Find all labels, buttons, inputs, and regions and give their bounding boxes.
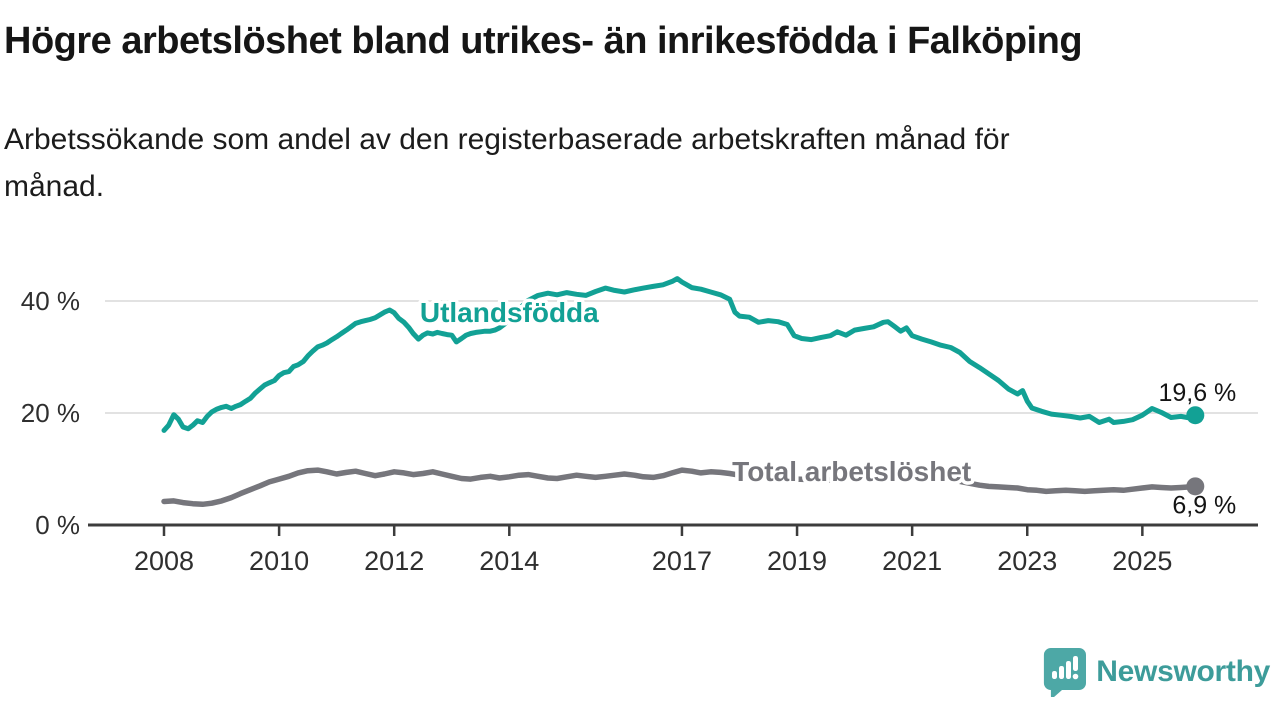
x-axis-label-2014: 2014 [479, 546, 539, 576]
series-label-foreign-born: Utlandsfödda [420, 297, 599, 328]
x-axis-label-2017: 2017 [652, 546, 712, 576]
chart-subtitle-line-2: månad. [4, 170, 105, 203]
chart-title: Högre arbetslöshet bland utrikes- än inr… [4, 20, 1083, 62]
series-end-dot-foreign-born [1186, 406, 1205, 425]
x-axis-label-2010: 2010 [249, 546, 309, 576]
x-axis-label-2008: 2008 [134, 546, 194, 576]
speech-bubble-bar-chart-icon [1044, 648, 1087, 698]
series-label-total: Total arbetslöshet [732, 456, 971, 487]
x-axis-label-2012: 2012 [364, 546, 424, 576]
chart-subtitle-line-1: Arbetssökande som andel av den registerb… [4, 123, 1010, 156]
newsworthy-logo-text: Newsworthy [1096, 655, 1270, 688]
series-line-foreign-born [161, 276, 1198, 433]
chart-subtitle: Arbetssökande som andel av den registerb… [4, 116, 1194, 210]
series-end-dot-total [1186, 477, 1205, 496]
x-axis-label-2021: 2021 [882, 546, 942, 576]
y-axis-label-0: 0 % [35, 510, 80, 540]
x-axis-label-2023: 2023 [997, 546, 1057, 576]
newsworthy-logo[interactable]: Newsworthy [1043, 644, 1270, 700]
newsworthy-logo-icon [1043, 647, 1087, 698]
x-axis-label-2019: 2019 [767, 546, 827, 576]
end-value-label-total: 6,9 % [1172, 491, 1236, 519]
y-axis-label-20: 20 % [21, 398, 80, 428]
x-axis-label-2025: 2025 [1112, 546, 1172, 576]
series-line-total [161, 464, 1199, 508]
y-axis-label-40: 40 % [21, 286, 80, 316]
end-value-label-foreign-born: 19,6 % [1158, 379, 1236, 407]
